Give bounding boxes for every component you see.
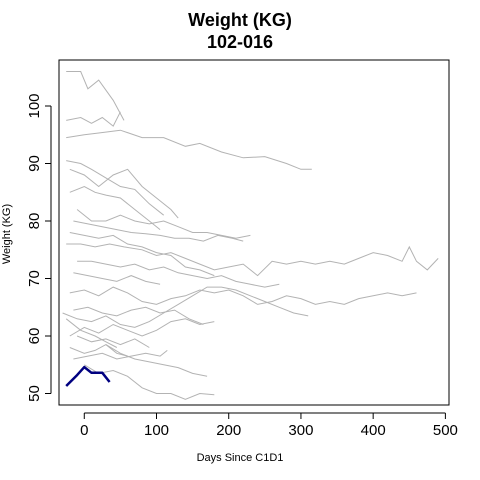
chart-title: Weight (KG) [188,10,292,30]
x-tick-label: 100 [144,422,169,439]
x-tick-label: 0 [80,422,88,439]
series-line-12 [73,272,161,285]
plot-frame [58,59,450,406]
series-line-8 [73,220,244,242]
y-tick-label: 90 [26,155,43,172]
series-line-6 [69,185,161,230]
series-line-16 [69,318,215,337]
series-line-22 [105,344,208,377]
series-line-10 [69,232,215,277]
y-tick-label: 80 [26,213,43,230]
x-tick-label: 500 [433,422,458,439]
series-line-13 [69,286,417,305]
series-line-18 [73,350,168,360]
y-tick-label: 100 [26,93,43,118]
x-axis-label: Days Since C1D1 [196,452,284,464]
series-line-4 [66,160,165,216]
series-line-2 [66,111,121,127]
series-line-20 [65,318,118,348]
series-line-5 [69,168,179,219]
series-line-21 [84,364,215,400]
x-tick-label: 200 [216,422,241,439]
series-line-9 [66,243,439,277]
series-line-1 [66,71,125,121]
series-line-7 [76,209,251,239]
y-tick-label: 50 [26,385,43,402]
series-line-3 [66,129,312,170]
chart-subtitle: 102-016 [206,32,274,52]
series-line-11 [77,260,280,288]
x-tick-label: 400 [361,422,386,439]
y-tick-label: 70 [26,270,43,287]
y-tick-label: 60 [26,328,43,345]
series-line-14 [62,286,309,328]
highlight-series-line [65,365,111,387]
series-line-15 [73,306,204,325]
x-tick-label: 300 [288,422,313,439]
series-line-19 [76,335,150,348]
series-line-17 [69,344,128,357]
